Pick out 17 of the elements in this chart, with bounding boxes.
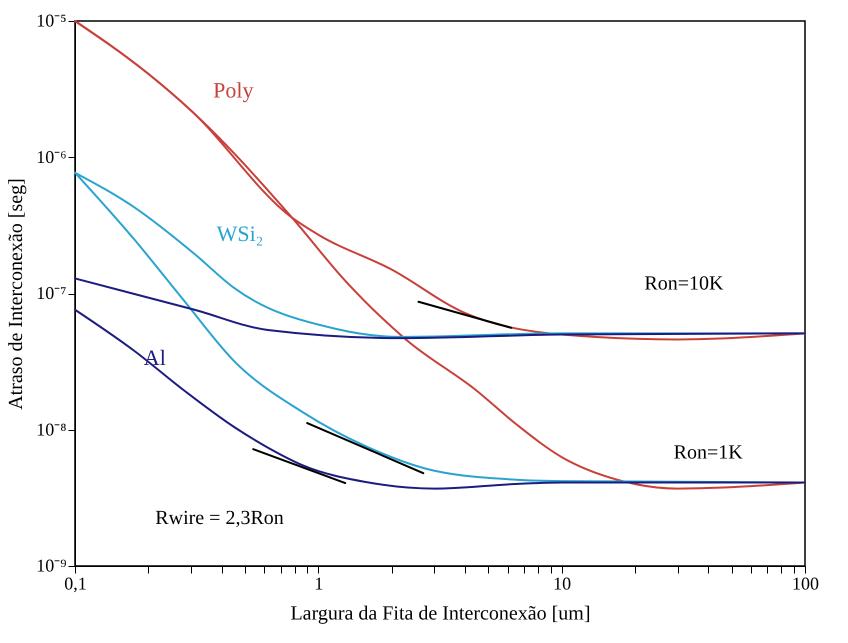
- annotation: Rwire = 2,3Ron: [155, 506, 284, 529]
- y-axis-title: Atraso de Interconexão [seg]: [5, 178, 28, 410]
- y-tick-label: 10⁻⁵: [36, 10, 66, 30]
- x-axis-title: Largura da Fita de Interconexão [um]: [290, 602, 591, 624]
- annotation: Ron=1K: [674, 441, 744, 464]
- series-label: Al: [144, 345, 166, 370]
- series-label: Poly: [213, 78, 254, 103]
- x-tick-label: 100: [792, 574, 819, 594]
- y-tick-label: 10⁻⁶: [36, 146, 66, 167]
- x-tick-label: 1: [314, 574, 324, 594]
- y-tick-label: 10⁻⁸: [36, 419, 66, 440]
- series-label: WSi₂: [216, 220, 264, 246]
- annotation: Ron=10K: [644, 272, 724, 294]
- y-tick-label: 10⁻⁷: [36, 283, 66, 303]
- y-tick-label: 10⁻⁹: [36, 556, 66, 576]
- x-tick-label: 10: [553, 574, 572, 594]
- x-tick-label: 0,1: [64, 574, 87, 594]
